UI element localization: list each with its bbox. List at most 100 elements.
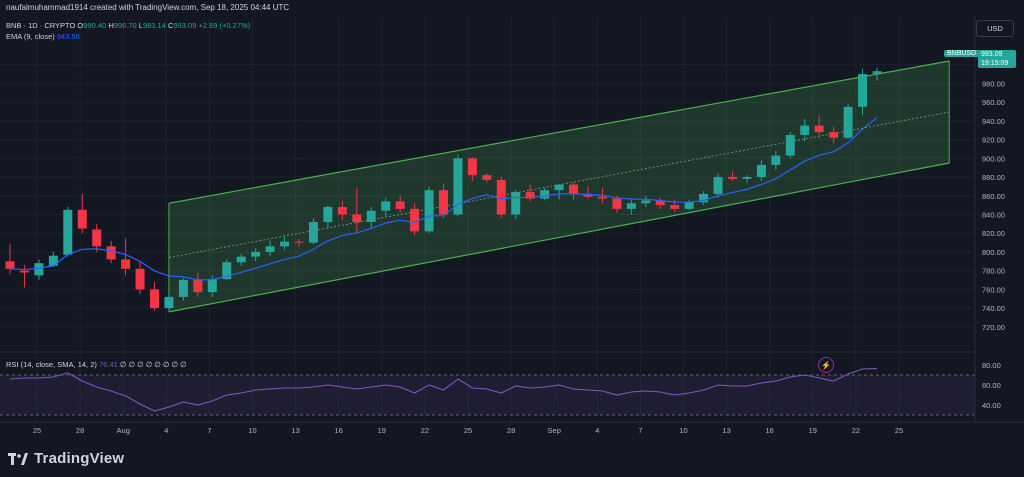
time-tick-label: Sep	[548, 426, 561, 435]
time-tick-label: 16	[335, 426, 343, 435]
time-tick-label: 22	[421, 426, 429, 435]
candle-body	[843, 106, 853, 138]
candle-body	[34, 263, 44, 276]
time-tick-label: 10	[679, 426, 687, 435]
channel-upper-line	[168, 60, 950, 204]
price-tick-label: 840.00	[982, 210, 1005, 219]
tradingview-logo[interactable]: TradingView	[8, 450, 124, 467]
last-price-tag: 993.09 19:15:09	[978, 50, 1016, 68]
candle-body	[381, 201, 391, 211]
candle-body	[92, 229, 102, 247]
candle-body	[525, 192, 535, 199]
time-tick-label: 13	[291, 426, 299, 435]
candle-body	[251, 251, 261, 257]
time-tick-label: Aug	[117, 426, 130, 435]
candle-body	[366, 210, 376, 222]
candle-body	[323, 207, 333, 222]
time-tick-label: 4	[595, 426, 599, 435]
low-label: L	[138, 21, 143, 30]
chart-area[interactable]: 1,000.00980.00960.00940.00920.00900.0088…	[0, 17, 1024, 437]
ema-polyline	[9, 117, 878, 281]
price-tick-label: 940.00	[982, 117, 1005, 126]
price-tick-label: 960.00	[982, 98, 1005, 107]
candle-body	[19, 270, 29, 273]
candle-body	[280, 241, 290, 247]
candle-body	[265, 246, 275, 252]
candle-body	[540, 190, 550, 199]
open-label: O	[77, 21, 84, 30]
price-tick-label: 740.00	[982, 304, 1005, 313]
candle-body	[756, 164, 766, 178]
candle-body	[829, 132, 839, 138]
ema-line	[9, 117, 878, 281]
time-axis[interactable]: 25 28 Aug 4 7 10 13 16 19 22 25 28 Sep 4 7 10 13 16 19 22 25	[0, 421, 1024, 435]
time-tick-label: 7	[207, 426, 211, 435]
time-tick-label: 7	[638, 426, 642, 435]
candle-body	[785, 134, 795, 156]
price-tick-label: 800.00	[982, 248, 1005, 257]
candle-body	[453, 158, 463, 215]
price-tick-label: 980.00	[982, 79, 1005, 88]
rsi-tick-label: 40.00	[982, 401, 1001, 410]
candle-body	[150, 289, 159, 309]
candle-body	[352, 214, 362, 222]
candle-body	[48, 255, 58, 266]
candle-body	[583, 193, 593, 197]
high-value: 996.70	[113, 21, 137, 30]
candle-body	[496, 179, 506, 215]
time-tick-label: 22	[852, 426, 860, 435]
rsi-line	[9, 368, 878, 412]
ema-value: 943.56	[56, 32, 80, 41]
time-tick-label: 4	[164, 426, 168, 435]
candle-body	[612, 198, 622, 209]
candle-series	[5, 67, 882, 312]
candle-body	[655, 200, 665, 206]
candle-body	[713, 177, 723, 194]
rsi-extra: ∅ ∅ ∅ ∅ ∅ ∅ ∅ ∅	[119, 360, 187, 369]
time-tick-label: 25	[895, 426, 903, 435]
candle-body	[872, 71, 882, 74]
currency-button[interactable]: USD	[976, 20, 1014, 37]
candle-body	[684, 202, 694, 209]
candle-body	[800, 125, 810, 135]
rsi-value: 76.41	[98, 360, 118, 369]
candle-body	[236, 256, 246, 263]
open-value: 990.40	[83, 21, 107, 30]
rsi-legend: RSI (14, close, SMA, 14, 2) 76.41 ∅ ∅ ∅ …	[6, 360, 187, 369]
close-value: 993.09	[173, 21, 197, 30]
candle-body	[597, 196, 607, 199]
price-axis[interactable]: 1,000.00980.00960.00940.00920.00900.0088…	[974, 17, 1011, 422]
bar-countdown: 19:15:09	[981, 60, 1009, 67]
candle-body	[699, 193, 709, 203]
candle-body	[121, 259, 131, 269]
rsi-label: RSI (14, close, SMA, 14, 2)	[6, 360, 97, 369]
candle-body	[569, 184, 579, 194]
rsi-tick-label: 60.00	[982, 381, 1001, 390]
price-tick-label: 780.00	[982, 267, 1005, 276]
rsi-tick-label: 80.00	[982, 361, 1001, 370]
time-tick-label: 13	[722, 426, 730, 435]
candle-body	[222, 262, 232, 280]
time-tick-label: 25	[464, 426, 472, 435]
candle-body	[294, 241, 304, 243]
ema-label: EMA (9, close)	[6, 32, 55, 41]
candle-body	[467, 158, 477, 176]
low-value: 983.14	[142, 21, 166, 30]
candle-body	[308, 221, 318, 243]
ema-legend: EMA (9, close) 943.56	[6, 32, 80, 41]
candle-body	[77, 209, 87, 229]
price-chart[interactable]: 1,000.00980.00960.00940.00920.00900.0088…	[0, 17, 1024, 437]
candle-body	[193, 280, 203, 293]
candle-body	[337, 207, 347, 215]
header-caption: naufalmuhammad1914 created with TradingV…	[6, 3, 290, 12]
ohlc-legend: BNB · 1D · CRYPTO O990.40 H996.70 L983.1…	[6, 21, 250, 30]
price-tick-label: 820.00	[982, 229, 1005, 238]
price-tick-label: 720.00	[982, 323, 1005, 332]
candle-body	[178, 280, 188, 297]
change-value: +2.69 (+0.27%)	[198, 21, 251, 30]
price-tick-label: 900.00	[982, 154, 1005, 163]
time-tick-label: 19	[809, 426, 817, 435]
tv-logo-icon	[8, 452, 28, 465]
price-tick-label: 880.00	[982, 173, 1005, 182]
bolt-icon[interactable]: ⚡	[818, 357, 834, 373]
